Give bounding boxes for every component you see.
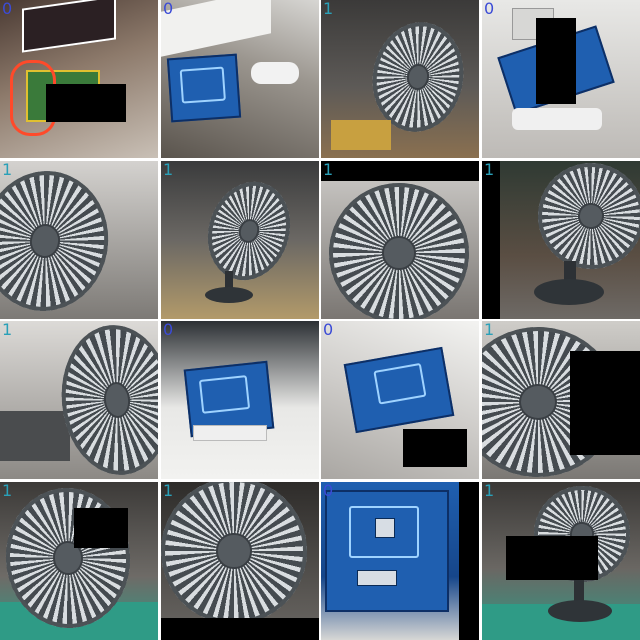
class-label: 1 bbox=[163, 482, 174, 500]
class-label: 0 bbox=[2, 0, 13, 18]
tile-3: 1 bbox=[321, 0, 479, 158]
mask bbox=[46, 84, 126, 122]
tile-16: 1 bbox=[482, 482, 640, 640]
mask bbox=[506, 536, 598, 580]
tile-5: 1 bbox=[0, 161, 158, 319]
mask bbox=[536, 18, 576, 104]
class-label: 1 bbox=[323, 161, 334, 179]
class-label: 1 bbox=[163, 161, 174, 179]
class-label: 1 bbox=[484, 482, 495, 500]
tile-4: 0 bbox=[482, 0, 640, 158]
mask bbox=[570, 351, 640, 455]
tile-1: 0 bbox=[0, 0, 158, 158]
mask bbox=[161, 618, 319, 640]
tile-13: 1 bbox=[0, 482, 158, 640]
class-label: 1 bbox=[484, 161, 495, 179]
tile-7: 1 bbox=[321, 161, 479, 319]
class-label: 1 bbox=[484, 321, 495, 339]
class-label: 0 bbox=[163, 0, 174, 18]
tile-8: 1 bbox=[482, 161, 640, 319]
mask bbox=[459, 482, 479, 640]
mask bbox=[321, 161, 479, 181]
class-label: 0 bbox=[323, 321, 334, 339]
class-label: 1 bbox=[2, 161, 13, 179]
class-label: 1 bbox=[2, 482, 13, 500]
class-label: 1 bbox=[323, 0, 334, 18]
tile-2: 0 bbox=[161, 0, 319, 158]
mask bbox=[74, 508, 128, 548]
class-label: 1 bbox=[2, 321, 13, 339]
tile-15: 0 bbox=[321, 482, 479, 640]
mask bbox=[403, 429, 467, 467]
tile-14: 1 bbox=[161, 482, 319, 640]
class-label: 0 bbox=[323, 482, 334, 500]
tile-10: 0 bbox=[161, 321, 319, 479]
class-label: 0 bbox=[163, 321, 174, 339]
mask bbox=[482, 161, 500, 319]
tile-12: 1 bbox=[482, 321, 640, 479]
tile-9: 1 bbox=[0, 321, 158, 479]
tile-11: 0 bbox=[321, 321, 479, 479]
class-label: 0 bbox=[484, 0, 495, 18]
tile-6: 1 bbox=[161, 161, 319, 319]
